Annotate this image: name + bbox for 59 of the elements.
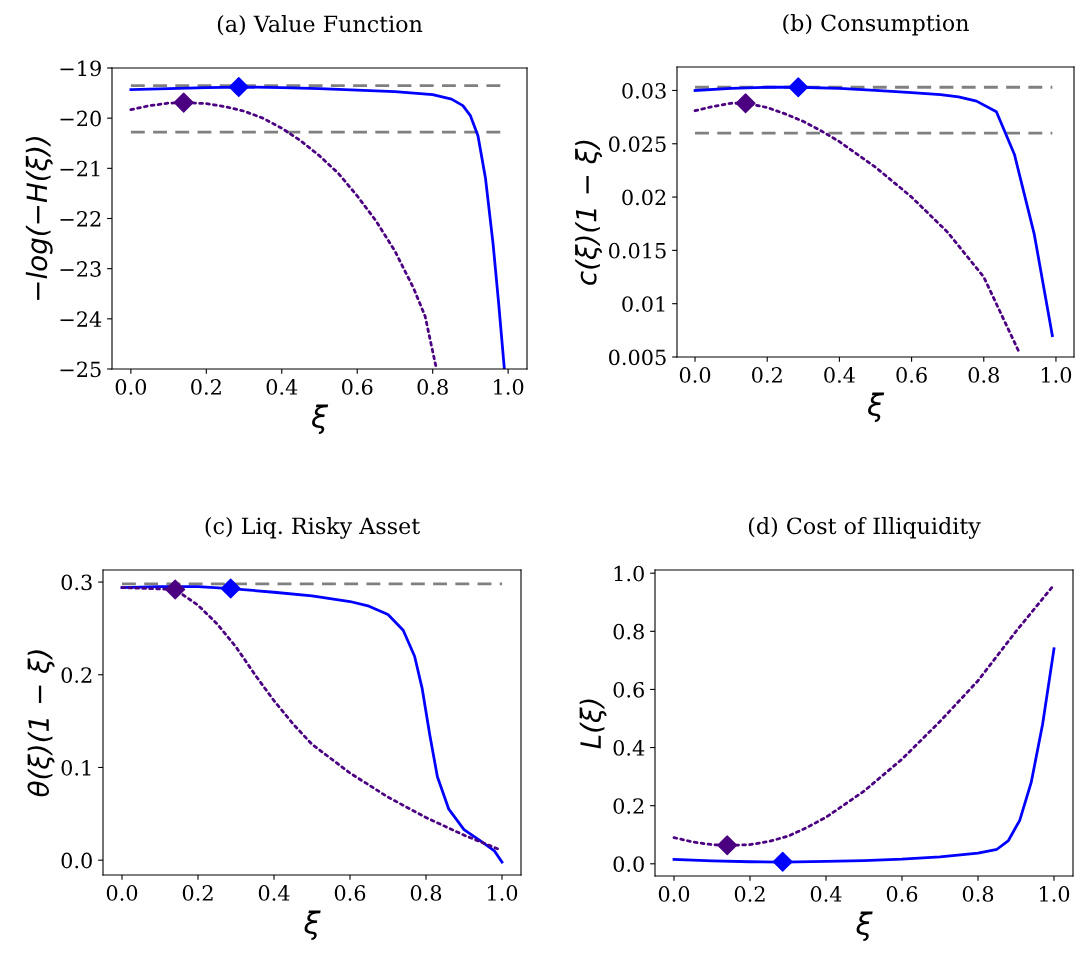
y-tick-label: 0.4 bbox=[613, 740, 645, 756]
x-tick-label: 0.6 bbox=[342, 379, 373, 395]
y-tick-label: 0.025 bbox=[609, 136, 666, 152]
y-axis-title: θ(ξ)(1 − ξ) bbox=[27, 650, 55, 797]
y-tick-label: −20 bbox=[60, 110, 101, 127]
x-tick-label: 1.0 bbox=[1039, 886, 1070, 902]
y-tick-label: −23 bbox=[60, 261, 101, 277]
x-tick-label: 0.0 bbox=[115, 379, 147, 395]
chart-title: (a) Value Function bbox=[217, 15, 423, 36]
x-tick-label: 0.2 bbox=[734, 886, 765, 902]
y-tick-label: −21 bbox=[60, 160, 100, 177]
x-tick-label: 1.0 bbox=[1041, 367, 1072, 383]
x-tick-label: 1.0 bbox=[487, 885, 518, 901]
y-tick-label: −25 bbox=[60, 361, 101, 378]
x-tick-label: 0.4 bbox=[810, 886, 842, 902]
y-axis-title: c(ξ)(1 − ξ) bbox=[575, 140, 603, 285]
x-tick-label: 0.4 bbox=[824, 367, 855, 383]
y-tick-label: 0.8 bbox=[613, 623, 644, 640]
x-tick-label: 0.6 bbox=[886, 886, 918, 902]
x-axis-title: ξ bbox=[311, 404, 329, 435]
y-tick-label: −22 bbox=[60, 210, 101, 227]
y-tick-label: −24 bbox=[60, 311, 102, 327]
x-tick-label: 0.4 bbox=[266, 379, 298, 395]
y-tick-label: 0.01 bbox=[622, 296, 665, 312]
x-tick-label: 0.8 bbox=[968, 367, 999, 383]
x-tick-label: 0.2 bbox=[182, 885, 213, 901]
y-tick-label: 0.2 bbox=[61, 667, 92, 683]
x-tick-label: 0.8 bbox=[417, 379, 448, 395]
y-tick-label: 0.3 bbox=[61, 574, 92, 591]
chart-title: (b) Consumption bbox=[783, 14, 969, 36]
y-tick-label: 0.2 bbox=[613, 798, 644, 814]
x-axis-title: ξ bbox=[304, 910, 321, 941]
y-tick-label: 0.02 bbox=[622, 189, 666, 206]
x-tick-label: 0.8 bbox=[962, 886, 994, 902]
y-axis-title: −log(−H(ξ)) bbox=[25, 137, 53, 300]
y-tick-label: 0.015 bbox=[609, 242, 666, 259]
x-tick-label: 0.0 bbox=[106, 885, 138, 901]
y-tick-label: 0.03 bbox=[622, 82, 666, 99]
x-tick-label: 0.2 bbox=[752, 367, 782, 383]
x-tick-label: 0.6 bbox=[896, 367, 927, 383]
y-tick-label: 0.6 bbox=[613, 681, 644, 698]
x-tick-label: 0.4 bbox=[258, 885, 290, 901]
y-tick-label: 0.0 bbox=[613, 856, 644, 873]
chart-title: (c) Liq. Risky Asset bbox=[205, 517, 420, 539]
y-tick-label: 0.1 bbox=[61, 759, 91, 776]
x-axis-title: ξ bbox=[867, 392, 885, 423]
x-tick-label: 0.6 bbox=[334, 885, 366, 901]
x-axis-title: ξ bbox=[856, 911, 873, 942]
x-tick-label: 0.2 bbox=[191, 379, 221, 395]
y-tick-label: 1.0 bbox=[614, 565, 644, 582]
y-tick-label: −19 bbox=[60, 60, 101, 77]
x-tick-label: 1.0 bbox=[494, 379, 524, 395]
x-tick-label: 0.0 bbox=[658, 886, 690, 902]
y-tick-label: 0.005 bbox=[609, 349, 666, 366]
y-tick-label: 0.0 bbox=[61, 852, 92, 869]
chart-title: (d) Cost of Illiquidity bbox=[748, 517, 981, 539]
y-axis-title: L(ξ) bbox=[579, 699, 607, 749]
x-tick-label: 0.0 bbox=[679, 367, 711, 383]
x-tick-label: 0.8 bbox=[410, 885, 442, 901]
